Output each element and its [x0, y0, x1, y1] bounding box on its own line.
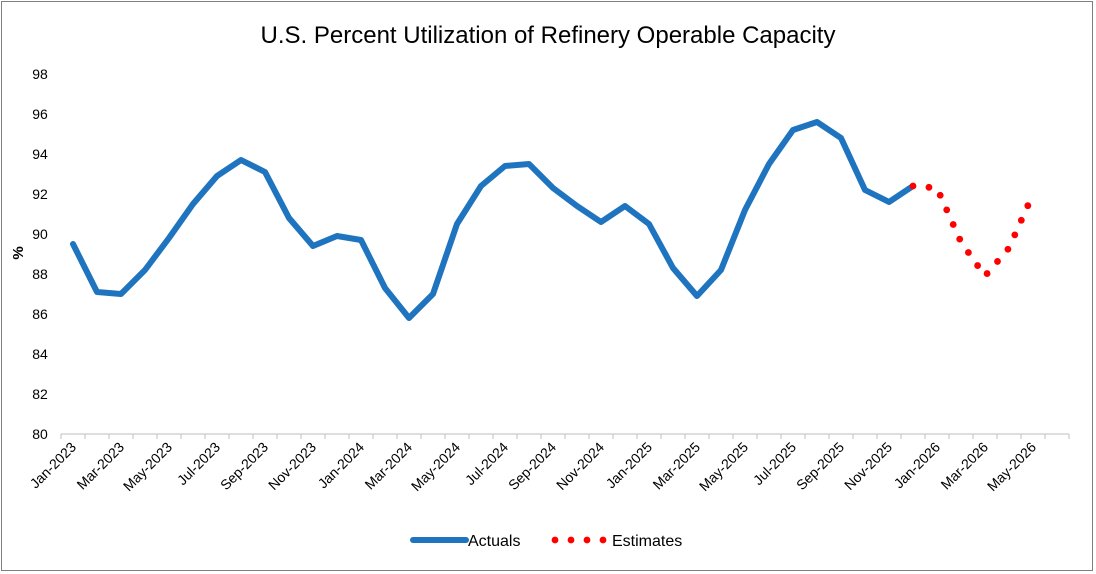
- y-tick-label: 98: [32, 66, 48, 82]
- x-tick-label: Jul-2025: [750, 439, 799, 488]
- legend-swatch-dot: [567, 536, 575, 544]
- estimate-dot: [1024, 202, 1032, 210]
- x-tick-label: May-2023: [120, 439, 175, 494]
- x-tick-label: Nov-2024: [553, 439, 607, 493]
- chart-title: U.S. Percent Utilization of Refinery Ope…: [261, 22, 836, 49]
- legend-swatch-dot: [551, 536, 559, 544]
- legend-label-estimates: Estimates: [612, 533, 682, 550]
- legend: Actuals Estimates: [410, 533, 682, 550]
- x-tick-label: Nov-2025: [841, 439, 895, 493]
- y-tick-label: 82: [32, 386, 48, 402]
- estimate-dot: [983, 270, 991, 277]
- estimate-dot: [925, 183, 933, 191]
- x-tick-label: Jan-2023: [27, 439, 80, 492]
- x-tick-label: Jul-2024: [462, 439, 511, 488]
- legend-swatch-dot: [583, 536, 591, 544]
- x-tick-label: Jan-2026: [891, 439, 944, 492]
- y-tick-label: 86: [32, 306, 48, 322]
- estimate-dot: [936, 191, 944, 199]
- x-tick-label: Sep-2025: [793, 439, 847, 493]
- estimate-dot: [974, 262, 982, 269]
- series-actuals: [70, 119, 916, 321]
- legend-swatch-dot: [599, 536, 607, 544]
- y-tick-label: 94: [32, 146, 48, 162]
- x-tick-label: Jan-2024: [315, 439, 368, 492]
- x-tick-label: Jul-2023: [174, 439, 223, 488]
- legend-item-actuals: Actuals: [410, 533, 520, 550]
- x-tick-label: Mar-2025: [649, 439, 703, 493]
- x-tick-label: Jan-2025: [603, 439, 656, 492]
- y-axis-label: %: [10, 246, 27, 259]
- estimate-dot: [1017, 216, 1025, 224]
- x-tick-label: May-2024: [408, 439, 463, 494]
- x-tick-label: Mar-2023: [73, 439, 127, 493]
- x-tick-label: Mar-2026: [937, 439, 991, 493]
- y-tick-label: 88: [32, 266, 48, 282]
- x-tick-label: May-2026: [984, 439, 1039, 494]
- series-layer: [70, 119, 1032, 321]
- estimate-dot: [994, 258, 1001, 265]
- x-tick-label: May-2025: [696, 439, 751, 494]
- estimate-dot: [949, 221, 957, 228]
- y-tick-label: 84: [32, 346, 48, 362]
- y-tick-label: 90: [32, 226, 48, 242]
- x-tick-label: Sep-2023: [217, 439, 271, 493]
- estimate-dot: [956, 235, 964, 243]
- estimate-dot: [1004, 245, 1012, 253]
- y-tick-label: 80: [32, 426, 48, 442]
- x-tick-label: Nov-2023: [265, 439, 319, 493]
- legend-item-estimates: Estimates: [551, 533, 682, 550]
- estimate-dot: [943, 206, 951, 214]
- x-tick-label: Mar-2024: [361, 439, 415, 493]
- series-estimates: [909, 182, 1032, 277]
- estimate-dot: [964, 249, 972, 256]
- y-axis-ticks: 80 82 84 86 88 90 92 94 96 98: [32, 66, 48, 442]
- y-tick-label: 96: [32, 106, 48, 122]
- x-tick-label: Sep-2024: [505, 439, 559, 493]
- series-line-actuals: [70, 119, 916, 321]
- estimate-dot: [909, 182, 917, 190]
- y-tick-label: 92: [32, 186, 48, 202]
- legend-label-actuals: Actuals: [468, 533, 520, 550]
- x-axis: Jan-2023Mar-2023May-2023Jul-2023Sep-2023…: [27, 433, 1070, 494]
- estimate-dot: [1011, 231, 1019, 239]
